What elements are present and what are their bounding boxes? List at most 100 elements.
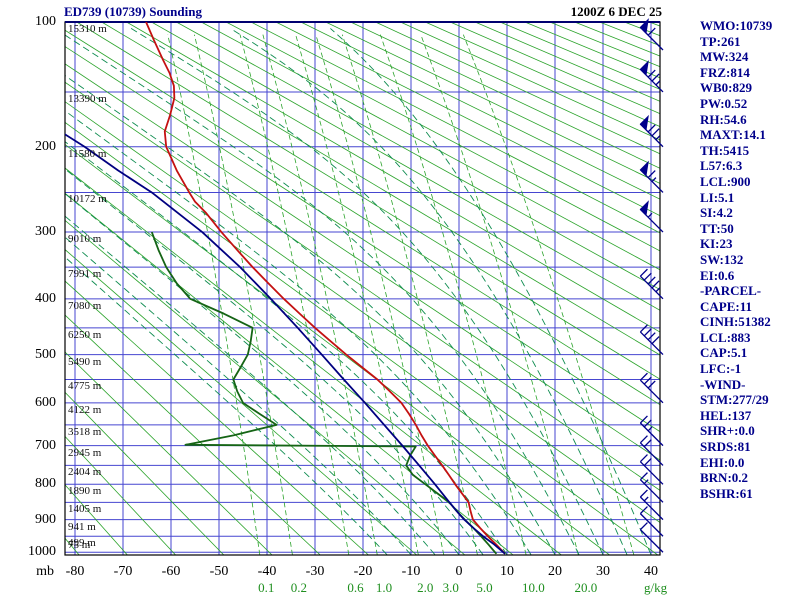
- height-label: 3518 m: [68, 425, 102, 438]
- pressure-label: 100: [35, 14, 56, 29]
- panel-index-line: STM:277/29: [700, 392, 769, 408]
- temp-tick-label: -30: [305, 564, 325, 579]
- moist-adiabat: [65, 75, 556, 555]
- barb-full: [643, 328, 652, 337]
- dry-adiabat: [375, 22, 660, 155]
- moist-adiabat: [330, 28, 652, 555]
- barb-full: [651, 280, 660, 289]
- mixing-ratio-line: [295, 34, 419, 555]
- mixing-ratio-lines: [167, 34, 635, 555]
- panel-index-line: FRZ:814: [700, 64, 750, 80]
- height-label: 1405 m: [68, 503, 102, 516]
- height-label: 4775 m: [68, 380, 102, 393]
- dry-adiabat: [325, 22, 660, 184]
- temp-tick-label: 40: [644, 564, 658, 579]
- dry-adiabat: [65, 435, 176, 555]
- height-label: 2404 m: [68, 466, 102, 479]
- height-label: 13390 m: [68, 92, 107, 105]
- panel-index-line: TP:261: [700, 33, 741, 49]
- mixing-ratio-line: [239, 34, 350, 555]
- pressure-unit-label: mb: [36, 564, 54, 579]
- dry-adiabat: [65, 81, 660, 491]
- dry-adiabat: [400, 22, 660, 141]
- panel-index-line: SI:4.2: [700, 205, 733, 221]
- panel-index-line: HEL:137: [700, 407, 752, 423]
- height-label: 941 m: [68, 520, 96, 533]
- height-label: 6250 m: [68, 328, 102, 341]
- barb-full: [639, 506, 648, 515]
- barb-flag: [639, 114, 649, 131]
- temp-tick-label: -70: [113, 564, 133, 579]
- wind-barb: [639, 114, 664, 148]
- dry-adiabat: [65, 249, 417, 555]
- pressure-label: 700: [35, 437, 56, 453]
- barb-flag: [639, 160, 649, 177]
- barb-full: [639, 415, 648, 424]
- height-label: 1890 m: [68, 485, 102, 498]
- indices-panel: WMO:10739 TP:261 MW:324 FRZ:814 WB0:829 PW:0.…: [700, 18, 772, 501]
- barb-full: [639, 454, 648, 463]
- dry-adiabat: [250, 22, 660, 234]
- height-label: 15310 m: [68, 23, 107, 35]
- wind-barb: [639, 268, 664, 300]
- mixing-ratio-line: [315, 34, 445, 555]
- panel-index-line: MAXT:14.1: [700, 127, 766, 143]
- dry-adiabat: [65, 314, 321, 555]
- temp-tick-label: -80: [65, 564, 85, 579]
- mixing-ratio-label: 0.6: [347, 580, 364, 595]
- barb-flag: [639, 200, 649, 217]
- barb-full: [643, 439, 652, 448]
- barb-full: [639, 489, 648, 498]
- panel-index-line: SW:132: [700, 251, 744, 267]
- panel-index-line: LFC:-1: [700, 361, 742, 377]
- wind-barb: [639, 489, 664, 521]
- panel-index-line: LCL:900: [700, 173, 751, 189]
- height-label: 10172 m: [68, 193, 107, 206]
- panel-index-line: LCL:883: [700, 329, 751, 345]
- panel-index-line: BRN:0.2: [700, 470, 749, 486]
- barb-flag: [639, 60, 649, 77]
- pressure-label: 300: [35, 224, 56, 240]
- barb-full: [647, 124, 656, 133]
- barb-full: [643, 458, 652, 467]
- height-label: 2945 m: [68, 446, 102, 459]
- dry-adiabat: [65, 167, 562, 555]
- wind-barb: [639, 60, 664, 93]
- barb-half: [647, 212, 653, 218]
- barb-full: [647, 332, 656, 341]
- dry-adiabat: [65, 101, 660, 523]
- dry-adiabat: [176, 22, 660, 290]
- mixing-ratio-line: [194, 34, 293, 555]
- dry-adiabat: [65, 192, 514, 555]
- barb-half: [655, 135, 661, 141]
- temperature-trace: [145, 22, 506, 555]
- moist-adiabat: [65, 215, 436, 555]
- wind-barb: [639, 522, 664, 553]
- barb-full: [651, 336, 660, 345]
- panel-index-line: WB0:829: [700, 80, 752, 96]
- wind-barb: [639, 454, 664, 485]
- barb-full: [647, 27, 656, 36]
- height-label: 4122 m: [68, 403, 102, 416]
- dry-adiabat: [425, 22, 660, 127]
- moist-adiabat: [65, 193, 460, 555]
- valid-datetime: 1200Z 6 DEC 25: [570, 4, 662, 19]
- height-label: 5490 m: [68, 355, 102, 368]
- panel-section-header: -WIND-: [700, 376, 746, 392]
- barb-full: [643, 419, 652, 428]
- panel-index-line: CAPE:11: [700, 298, 752, 314]
- wind-barb: [639, 472, 664, 503]
- barb-flag: [639, 18, 649, 35]
- wind-barb: [639, 435, 664, 466]
- dry-adiabat: [65, 391, 225, 555]
- dry-adiabat: [151, 22, 660, 311]
- temp-tick-label: -50: [209, 564, 229, 579]
- dry-adiabat: [450, 22, 660, 115]
- barb-half: [655, 287, 661, 293]
- panel-index-line: SHR+:0.0: [700, 423, 755, 439]
- wind-barb: [639, 324, 664, 356]
- mixing-ratio-line: [420, 34, 579, 555]
- temp-tick-label: 30: [596, 564, 610, 579]
- barb-full: [651, 73, 660, 82]
